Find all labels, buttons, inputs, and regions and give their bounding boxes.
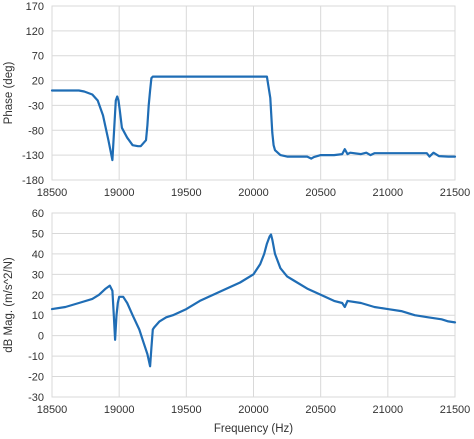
x-tick-label: 19500: [171, 187, 202, 199]
y-tick-label: 170: [26, 1, 44, 13]
y-axis-title: Phase (deg): [3, 62, 15, 125]
y-tick-label: 40: [32, 249, 44, 261]
y-tick-label: -20: [28, 372, 44, 384]
y-tick-label: 70: [32, 51, 44, 63]
y-tick-label: 20: [32, 290, 44, 302]
x-tick-label: 21000: [373, 404, 404, 416]
y-tick-label: 10: [32, 310, 44, 322]
y-tick-label: -130: [22, 150, 44, 162]
x-tick-label: 19000: [104, 404, 135, 416]
x-tick-label: 18500: [37, 404, 68, 416]
x-tick-label: 20000: [238, 187, 269, 199]
x-tick-label: 21500: [440, 404, 471, 416]
y-tick-label: -10: [28, 351, 44, 363]
y-tick-label: -180: [22, 175, 44, 187]
x-tick-label: 20500: [305, 404, 336, 416]
y-axis-title: dB Mag. (m/s^2/N): [3, 257, 15, 353]
x-tick-label: 19500: [171, 404, 202, 416]
x-tick-label: 20000: [238, 404, 269, 416]
plot-area: [51, 212, 456, 398]
x-tick-label: 20500: [305, 187, 336, 199]
x-tick-label: 21500: [440, 187, 471, 199]
y-tick-label: 60: [32, 208, 44, 220]
x-tick-label: 18500: [37, 187, 68, 199]
phase-series-line: [50, 75, 457, 162]
y-tick-label: 120: [26, 26, 44, 38]
y-tick-label: 30: [32, 269, 44, 281]
y-tick-label: -30: [28, 392, 44, 404]
y-tick-label: -30: [28, 100, 44, 112]
x-axis-title: Frequency (Hz): [214, 423, 293, 435]
plot-area: [51, 5, 456, 181]
magnitude-series-line: [50, 233, 457, 368]
y-tick-label: 50: [32, 228, 44, 240]
y-tick-label: 0: [38, 331, 44, 343]
y-tick-label: -80: [28, 125, 44, 137]
y-tick-label: 20: [32, 76, 44, 88]
x-tick-label: 19000: [104, 187, 135, 199]
x-tick-label: 21000: [373, 187, 404, 199]
